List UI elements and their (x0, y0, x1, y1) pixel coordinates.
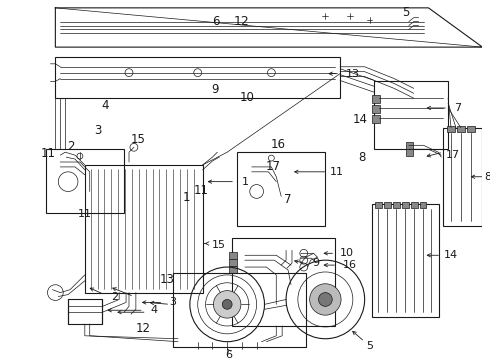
Text: 8: 8 (484, 172, 490, 182)
Text: 9: 9 (212, 82, 219, 95)
Text: 11: 11 (330, 167, 344, 177)
Bar (457, 126, 465, 131)
Bar (406, 149, 413, 156)
Bar (229, 252, 237, 259)
Bar (384, 202, 391, 208)
Circle shape (214, 291, 241, 318)
Text: 17: 17 (266, 159, 281, 173)
Text: 14: 14 (352, 113, 368, 126)
Text: 12: 12 (234, 15, 250, 28)
Text: 14: 14 (444, 250, 458, 260)
Text: 9: 9 (312, 258, 319, 268)
Text: 1: 1 (242, 177, 248, 186)
Text: 15: 15 (131, 133, 146, 146)
Bar (85, 165, 203, 293)
Circle shape (318, 293, 332, 306)
Text: 4: 4 (101, 99, 109, 112)
Bar (237, 152, 325, 226)
Bar (447, 126, 455, 131)
Text: 1: 1 (183, 191, 190, 204)
Text: 7: 7 (284, 193, 292, 206)
Bar (232, 238, 335, 326)
Circle shape (310, 284, 341, 315)
Text: 5: 5 (402, 6, 409, 19)
Bar (229, 259, 237, 266)
Bar (68, 300, 102, 324)
Text: 6: 6 (212, 15, 219, 28)
Text: 4: 4 (150, 305, 157, 315)
Bar (372, 105, 380, 113)
Bar (173, 273, 306, 347)
Bar (406, 142, 413, 149)
Bar (372, 115, 380, 123)
Bar (372, 95, 380, 103)
Text: 11: 11 (78, 209, 92, 219)
Bar (229, 266, 237, 273)
Text: 3: 3 (94, 123, 101, 136)
Bar (375, 202, 382, 208)
Bar (411, 202, 417, 208)
Text: 17: 17 (446, 150, 460, 160)
Text: 10: 10 (239, 91, 254, 104)
Bar (55, 57, 340, 98)
Text: 16: 16 (343, 260, 357, 270)
Bar (393, 202, 400, 208)
Bar (419, 202, 426, 208)
Text: 5: 5 (366, 341, 373, 351)
Bar (402, 202, 409, 208)
Bar (46, 149, 124, 213)
Text: 7: 7 (454, 103, 462, 113)
Text: 10: 10 (340, 248, 354, 258)
Bar (374, 81, 448, 149)
Text: 2: 2 (111, 292, 118, 302)
Text: 13: 13 (160, 273, 175, 286)
Text: 15: 15 (212, 240, 226, 251)
Text: 6: 6 (225, 350, 233, 360)
Circle shape (222, 300, 232, 309)
Text: 12: 12 (136, 322, 151, 335)
Text: 11: 11 (194, 184, 209, 197)
Bar (443, 128, 483, 226)
Text: 3: 3 (170, 297, 177, 307)
Text: 16: 16 (270, 138, 286, 151)
Text: 11: 11 (41, 147, 56, 160)
Bar (372, 204, 439, 317)
Text: 13: 13 (346, 69, 360, 78)
Bar (467, 126, 475, 131)
Text: 8: 8 (359, 151, 366, 164)
Text: 2: 2 (67, 140, 75, 153)
